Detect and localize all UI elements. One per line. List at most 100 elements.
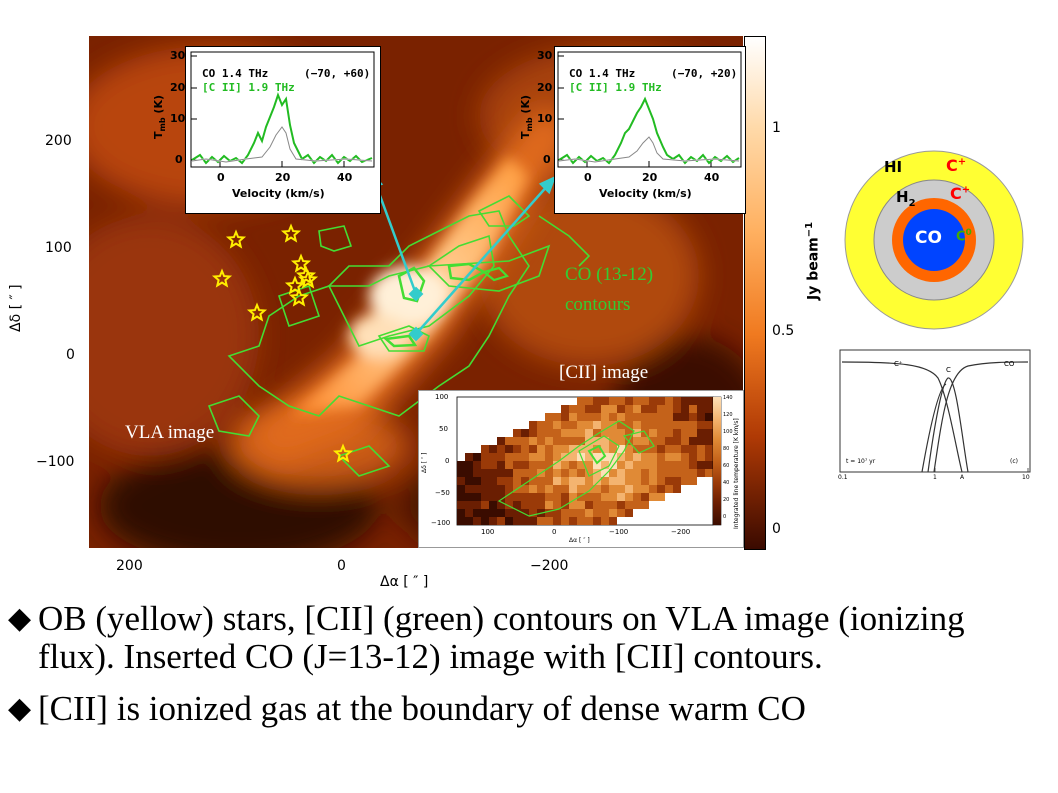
bullet-text-1: OB (yellow) stars, [CII] (green) contour… — [38, 599, 965, 676]
pdr-label-cplus-outer: C+ — [946, 156, 967, 175]
map-x-tick-minus200: −200 — [530, 558, 569, 574]
map-x-tick-200: 200 — [116, 558, 143, 574]
spectrum-right-y-tick-20: 20 — [537, 81, 553, 94]
colorbar-label: Jy beam−1 — [804, 221, 822, 300]
spectrum-left-y-tick-10: 10 — [170, 112, 186, 125]
abundance-x-label: A — [960, 474, 965, 481]
pdr-label-h2: H2 — [896, 188, 916, 209]
bullet-item-2: ◆ [CII] is ionized gas at the boundary o… — [8, 690, 1048, 728]
inset-cbar-tick-0: 0 — [723, 514, 727, 520]
pdr-circles — [844, 150, 1024, 330]
abundance-label-co: CO — [1004, 360, 1015, 368]
spectrum-right-y-label: Tmb (K) — [519, 94, 535, 139]
spectrum-left-offset: (−70, +60) — [304, 67, 371, 80]
abundance-x-tick-10: 10 — [1022, 474, 1030, 481]
map-y-tick-100: 100 — [45, 240, 72, 256]
inset-image-plot — [456, 396, 722, 526]
inset-y-label: Δδ [ ″ ] — [421, 452, 428, 473]
map-x-axis-label: Δα [ ″ ] — [380, 574, 429, 590]
spectrum-left-y-label: Tmb (K) — [152, 94, 168, 139]
pdr-diagram: HI C+ H2 C+ CO C0 — [838, 148, 1030, 338]
colorbar — [744, 36, 766, 550]
inset-cbar-tick-140: 140 — [723, 395, 733, 401]
abundance-x-tick-0-1: 0.1 — [838, 474, 848, 481]
map-x-tick-0: 0 — [337, 558, 346, 574]
spectrum-right-offset: (−70, +20) — [671, 67, 738, 80]
ob-star-marker — [280, 223, 302, 243]
colorbar-tick-0: 0 — [772, 521, 781, 537]
inset-y-tick-minus100: −100 — [431, 519, 451, 527]
spectrum-right-plot — [557, 51, 742, 168]
spectrum-right-y-tick-10: 10 — [537, 112, 553, 125]
spectrum-right-x-label: Velocity (km/s) — [599, 187, 692, 200]
abundance-panel-label: (c) — [1010, 458, 1018, 465]
spectrum-panel-right: CO 1.4 THz [C II] 1.9 THz (−70, +20) 30 … — [519, 46, 746, 214]
abundance-curves — [839, 349, 1031, 473]
inset-cbar-ticks: 140 120 100 80 60 40 20 0 — [723, 395, 733, 527]
abundance-time-label: t = 10⁷ yr — [846, 458, 876, 465]
bullet-text-2: [CII] is ionized gas at the boundary of … — [38, 689, 806, 728]
inset-y-tick-100: 100 — [435, 393, 449, 401]
map-y-tick-200: 200 — [45, 133, 72, 149]
spectrum-left-x-tick-20: 20 — [275, 171, 291, 184]
ob-star-marker — [211, 268, 233, 288]
map-y-axis-label: Δδ [ ″ ] — [8, 284, 24, 332]
ob-star-marker — [225, 229, 247, 249]
inset-x-tick-minus100: −100 — [609, 528, 629, 536]
spectrum-left-plot — [190, 51, 375, 168]
inset-x-tick-0: 0 — [552, 528, 557, 536]
bullet-diamond-icon: ◆ — [8, 692, 32, 725]
spectrum-right-line2: [C II] 1.9 THz — [569, 81, 662, 94]
bullet-item-1: ◆ OB (yellow) stars, [CII] (green) conto… — [8, 600, 1048, 676]
inset-x-tick-minus200: −200 — [671, 528, 691, 536]
vla-image-label: VLA image — [125, 422, 215, 443]
ob-star-marker — [246, 302, 268, 322]
inset-cbar-tick-100: 100 — [723, 429, 733, 435]
colorbar-tick-1: 1 — [772, 120, 781, 136]
bullet-list: ◆ OB (yellow) stars, [CII] (green) conto… — [8, 600, 1048, 742]
ob-star-marker — [290, 253, 312, 273]
ob-star-marker — [284, 275, 306, 295]
ob-star-marker — [297, 269, 319, 289]
abundance-plot: C⁺ C CO t = 10⁷ yr (c) 0.1 1 10 A — [838, 348, 1034, 488]
inset-y-tick-50: 50 — [439, 425, 448, 433]
spectrum-right-x-tick-40: 40 — [704, 171, 720, 184]
spectrum-left-y-tick-20: 20 — [170, 81, 186, 94]
inset-cbar-label: Integrated line temperature [K km/s] — [733, 418, 740, 529]
map-y-tick-minus100: −100 — [36, 454, 75, 470]
spectrum-left-x-label: Velocity (km/s) — [232, 187, 325, 200]
inset-y-tick-minus50: −50 — [435, 489, 450, 497]
abundance-label-cplus: C⁺ — [894, 360, 903, 368]
ob-stars — [211, 223, 354, 463]
pdr-label-co: CO — [915, 228, 942, 248]
colorbar-tick-0-5: 0.5 — [772, 323, 795, 339]
co-contours-label-line1: CO (13-12) — [565, 264, 654, 285]
map-y-tick-0: 0 — [66, 347, 75, 363]
spectrum-left-y-tick-0: 0 — [175, 153, 183, 166]
abundance-label-c: C — [946, 366, 951, 374]
spectrum-right-line1: CO 1.4 THz — [569, 67, 636, 80]
spectrum-right-x-tick-20: 20 — [642, 171, 658, 184]
ob-star-marker — [288, 287, 310, 307]
inset-cbar-tick-20: 20 — [723, 497, 730, 503]
inset-cii-image: 100 50 0 −50 −100 100 0 −100 −200 Δα [ ″… — [418, 390, 744, 548]
inset-cbar-tick-60: 60 — [723, 463, 730, 469]
spectrum-right-x-tick-0: 0 — [584, 171, 592, 184]
inset-cbar-tick-40: 40 — [723, 480, 730, 486]
abundance-x-tick-1: 1 — [933, 474, 937, 481]
inset-x-tick-100: 100 — [481, 528, 495, 536]
cii-contours — [207, 195, 591, 477]
spectrum-right-y-tick-0: 0 — [543, 153, 551, 166]
spectrum-left-line1: CO 1.4 THz — [202, 67, 269, 80]
inset-cbar-tick-120: 120 — [723, 412, 733, 418]
bullet-diamond-icon: ◆ — [8, 602, 32, 635]
inset-x-label: Δα [ ″ ] — [569, 537, 590, 544]
pdr-label-c0: C0 — [956, 228, 972, 245]
pdr-label-cplus-inner: C+ — [950, 184, 971, 203]
spectrum-right-y-tick-30: 30 — [537, 49, 553, 62]
spectrum-panel-left: CO 1.4 THz [C II] 1.9 THz (−70, +60) 30 … — [152, 46, 381, 214]
spectrum-left-y-tick-30: 30 — [170, 49, 186, 62]
spectrum-left-x-tick-40: 40 — [337, 171, 353, 184]
co-contours-label-line2: contours — [565, 294, 631, 315]
cii-image-label: [CII] image — [559, 362, 649, 383]
